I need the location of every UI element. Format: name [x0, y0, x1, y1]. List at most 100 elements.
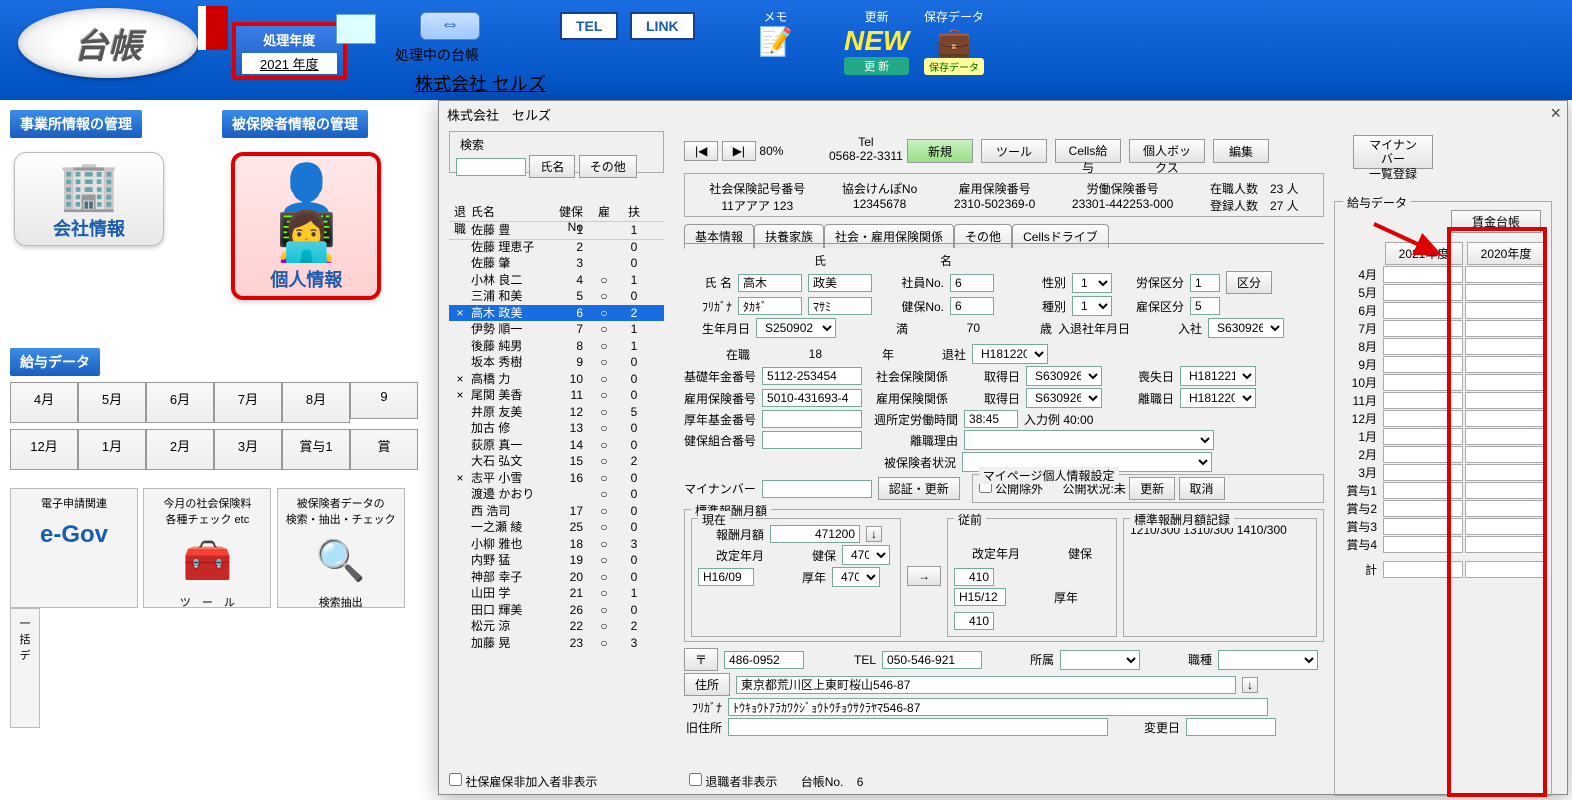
month-cell[interactable]: 4月	[10, 382, 78, 423]
employee-row[interactable]: 三浦 和美5○0	[449, 288, 664, 305]
employee-row[interactable]: 加藤 晃23○3	[449, 635, 664, 652]
employee-row[interactable]: 後藤 純男8○1	[449, 338, 664, 355]
check-button[interactable]: 今月の社会保険料 各種チェック etc 🧰 ツ ー ル	[143, 488, 271, 608]
tel-button[interactable]: TEL	[560, 12, 618, 40]
saved-data-button[interactable]: 保存データ💼 保存データ	[924, 8, 984, 75]
kenpo-no-input[interactable]	[950, 297, 994, 315]
given-kana-input[interactable]	[808, 297, 872, 315]
batch-button[interactable]: 一括 デ	[10, 608, 40, 728]
salary-cell-2021[interactable]	[1383, 464, 1463, 481]
mynumber-input[interactable]	[762, 480, 872, 498]
dept-select[interactable]	[1060, 650, 1140, 670]
kiso-input[interactable]	[762, 367, 862, 385]
leave-reason-select[interactable]	[964, 430, 1214, 450]
kenpo-union-input[interactable]	[762, 431, 862, 449]
salary-cell-2020[interactable]	[1465, 446, 1545, 463]
employee-row[interactable]: 神部 幸子20○0	[449, 569, 664, 586]
name-search-button[interactable]: 氏名	[529, 155, 575, 178]
rev-date-input[interactable]	[698, 568, 754, 586]
salary-cell-2020[interactable]	[1465, 320, 1545, 337]
employee-row[interactable]: 渡邊 かおり○0	[449, 486, 664, 503]
salary-cell-2021[interactable]	[1383, 266, 1463, 283]
employee-row[interactable]: 伊勢 順一7○1	[449, 321, 664, 338]
salary-cell-2021[interactable]	[1383, 374, 1463, 391]
edit-button[interactable]: 編集	[1213, 139, 1269, 163]
address-button[interactable]: 住所	[684, 673, 730, 696]
former-kenpo-input[interactable]	[954, 568, 994, 586]
employee-row[interactable]: 内野 猛19○0	[449, 552, 664, 569]
salary-cell-2021[interactable]	[1383, 320, 1463, 337]
month-cell[interactable]: 3月	[214, 429, 282, 470]
given-name-input[interactable]	[808, 274, 872, 292]
employee-row[interactable]: ×尾関 美香11○0	[449, 387, 664, 404]
auth-update-button[interactable]: 認証・更新	[878, 477, 960, 500]
month-cell[interactable]: 賞与1	[282, 429, 350, 470]
occupation-select[interactable]	[1218, 650, 1318, 670]
salary-cell-2021[interactable]	[1383, 518, 1463, 535]
employee-row[interactable]: 坂本 秀樹9○0	[449, 354, 664, 371]
first-button[interactable]: |◀	[684, 141, 718, 161]
personal-info-button[interactable]: 👤👩‍💻 個人情報	[231, 152, 381, 300]
shaho-loss-select[interactable]: H181221	[1180, 366, 1256, 386]
mynumber-list-button[interactable]: マイナンバー 一覧登録	[1353, 135, 1433, 169]
former-rev-input[interactable]	[954, 588, 1006, 606]
salary-cell-2021[interactable]	[1383, 536, 1463, 553]
calendar-icon[interactable]	[336, 14, 376, 44]
rouho-input[interactable]	[1190, 274, 1220, 292]
koyo-no-input[interactable]	[762, 389, 862, 407]
surname-input[interactable]	[738, 274, 802, 292]
former-konen-input[interactable]	[954, 612, 994, 630]
addr-down-button[interactable]: ↓	[1242, 677, 1258, 693]
month-cell[interactable]: 7月	[214, 382, 282, 423]
mypage-update-button[interactable]: 更新	[1129, 477, 1175, 500]
salary-cell-2020[interactable]	[1465, 410, 1545, 427]
postal-input[interactable]	[724, 651, 804, 669]
phone-input[interactable]	[882, 651, 982, 669]
year-2021-header[interactable]: 2021年度	[1385, 242, 1463, 265]
close-icon[interactable]: ×	[1550, 103, 1561, 124]
sex-select[interactable]: 1	[1072, 273, 1112, 293]
out-date-select[interactable]: H181220	[972, 344, 1048, 364]
salary-cell-2021[interactable]	[1383, 446, 1463, 463]
wage-ledger-button[interactable]: 賃金台帳	[1451, 210, 1541, 233]
extract-button[interactable]: 被保険者データの 検索・抽出・チェック 🔍 検索抽出	[277, 488, 405, 608]
salary-cell-2021[interactable]	[1383, 500, 1463, 517]
salary-cell-2020[interactable]	[1465, 518, 1545, 535]
employee-row[interactable]: ×志平 小雪16○0	[449, 470, 664, 487]
company-info-button[interactable]: 🏢 会社情報	[14, 152, 164, 246]
monthly-input[interactable]	[770, 525, 860, 543]
salary-cell-2021[interactable]	[1383, 284, 1463, 301]
birth-select[interactable]: S250902	[756, 318, 836, 338]
salary-cell-2021[interactable]	[1383, 428, 1463, 445]
salary-cell-2021[interactable]	[1383, 482, 1463, 499]
salary-cell-2021[interactable]	[1383, 356, 1463, 373]
employee-row[interactable]: 佐藤 理恵子20	[449, 239, 664, 256]
employee-row[interactable]: 加古 修13○0	[449, 420, 664, 437]
emp-no-input[interactable]	[950, 274, 994, 292]
konen-amt-select[interactable]: 470	[832, 567, 880, 587]
in-date-select[interactable]: S630926	[1208, 318, 1284, 338]
employee-row[interactable]: 小柳 雅也18○3	[449, 536, 664, 553]
salary-cell-2020[interactable]	[1465, 392, 1545, 409]
salary-cell-2020[interactable]	[1465, 266, 1545, 283]
salary-cell-2020[interactable]	[1465, 500, 1545, 517]
employee-row[interactable]: 西 浩司17○0	[449, 503, 664, 520]
link-button[interactable]: LINK	[630, 12, 695, 40]
old-address-input[interactable]	[728, 718, 1108, 736]
employee-row[interactable]: 荻原 真一14○0	[449, 437, 664, 454]
hide-non-insured-checkbox[interactable]	[449, 773, 462, 786]
employee-row[interactable]: ×高木 政美6○2	[449, 305, 664, 322]
employee-row[interactable]: 田口 輝美26○0	[449, 602, 664, 619]
shaho-acq-select[interactable]: S630926	[1026, 366, 1102, 386]
month-cell[interactable]: 5月	[78, 382, 146, 423]
employee-row[interactable]: 佐藤 肇30	[449, 255, 664, 272]
weekly-input[interactable]	[964, 410, 1018, 428]
expand-icon[interactable]: ⇔	[420, 12, 480, 40]
employee-row[interactable]: 一之瀬 綾25○0	[449, 519, 664, 536]
prev-button[interactable]: ▶|	[722, 141, 756, 161]
month-cell[interactable]: 12月	[10, 429, 78, 470]
employee-row[interactable]: 小林 良二4○1	[449, 272, 664, 289]
salary-cell-2021[interactable]	[1383, 302, 1463, 319]
month-cell[interactable]: 9	[350, 382, 418, 419]
koyo-kbn-input[interactable]	[1190, 297, 1220, 315]
